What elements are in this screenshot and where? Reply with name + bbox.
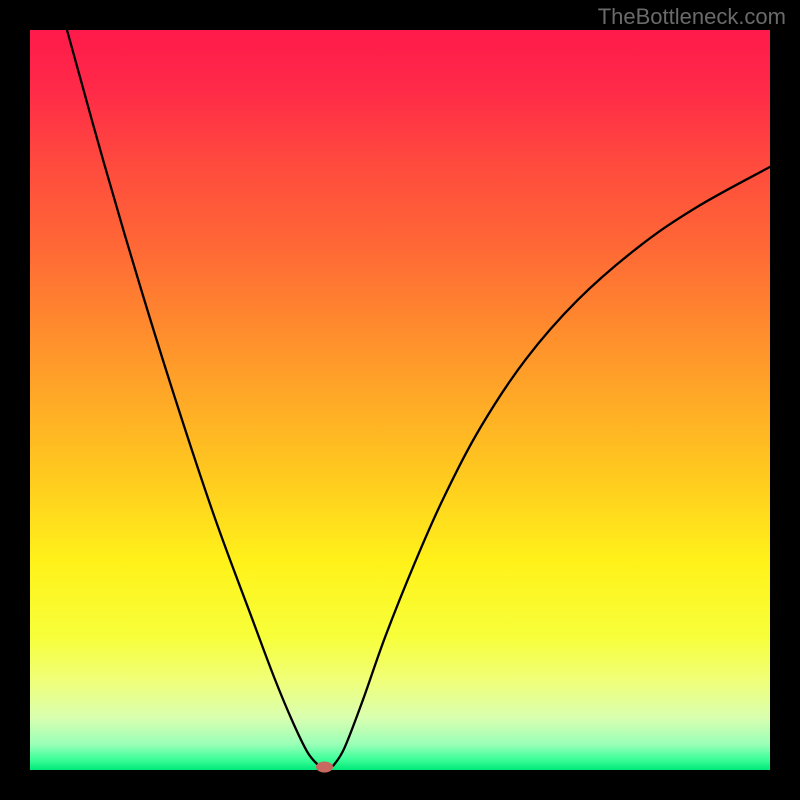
bottleneck-chart: TheBottleneck.com <box>0 0 800 800</box>
watermark-label: TheBottleneck.com <box>598 4 786 30</box>
plot-background <box>30 30 770 770</box>
chart-svg <box>0 0 800 800</box>
minimum-marker <box>317 762 333 772</box>
